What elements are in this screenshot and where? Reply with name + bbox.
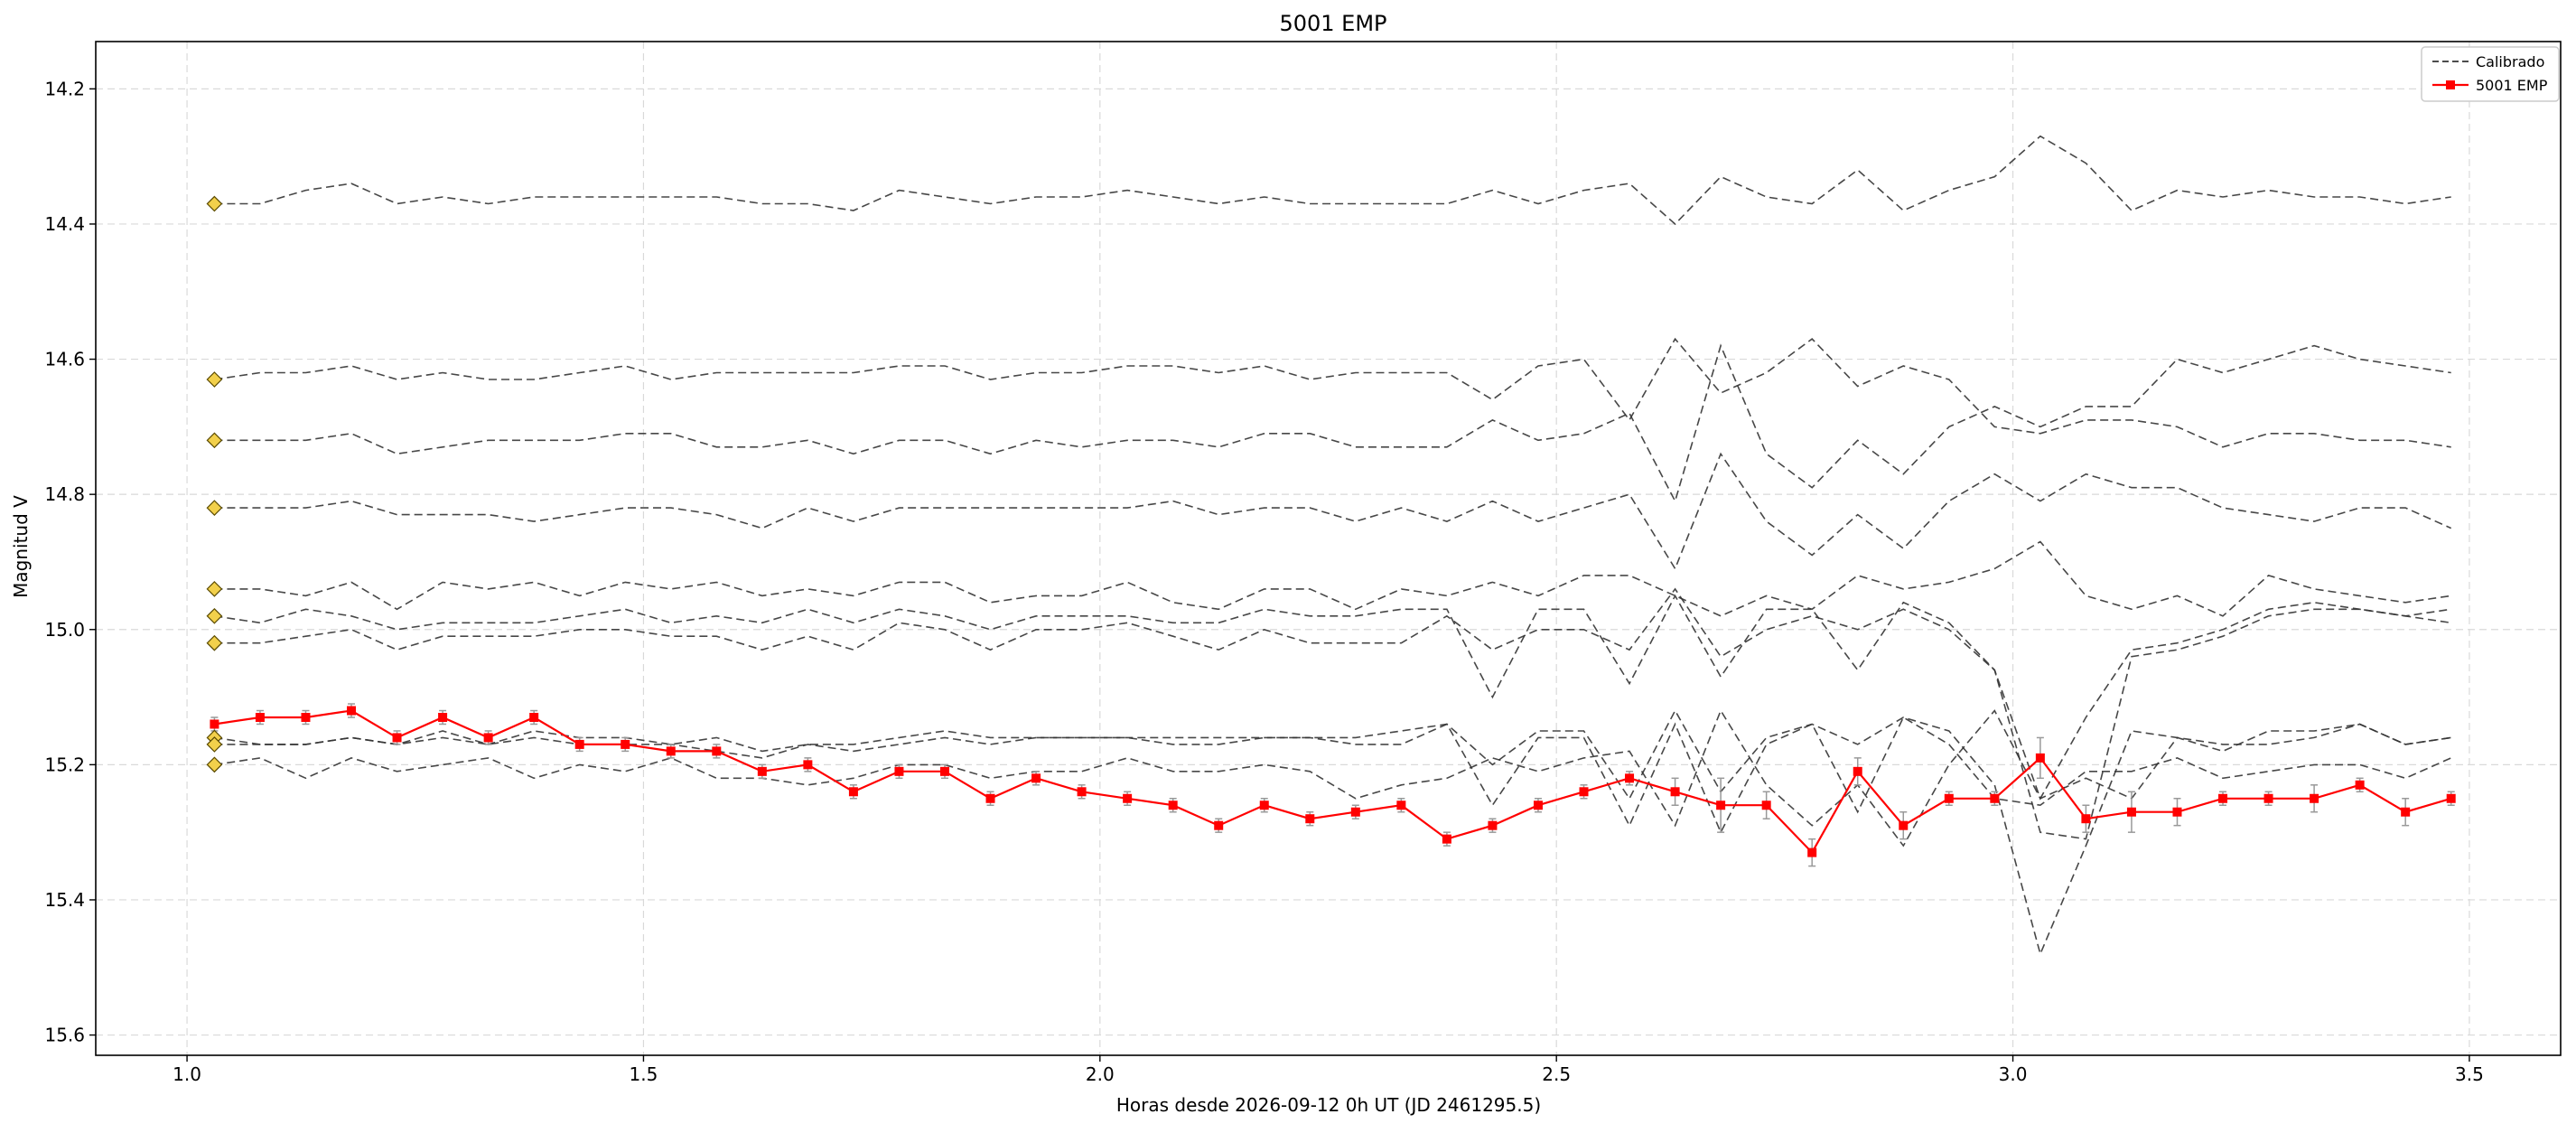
y-tick-label-6: 15.4 xyxy=(44,889,85,911)
calibrado-line-3 xyxy=(214,452,2452,571)
target-point-49 xyxy=(2446,793,2456,803)
target-point-42 xyxy=(2126,807,2136,817)
y-tick-label-0: 14.2 xyxy=(44,78,85,99)
grid-layer xyxy=(96,42,2561,1055)
target-point-43 xyxy=(2172,807,2182,817)
target-point-35 xyxy=(1807,847,1817,857)
target-point-2 xyxy=(301,713,311,722)
target-point-8 xyxy=(574,739,584,749)
target-point-27 xyxy=(1442,834,1451,844)
target-point-44 xyxy=(2218,793,2228,803)
target-line xyxy=(214,709,2452,855)
target-point-17 xyxy=(985,793,995,803)
x-tick-label-1: 1.5 xyxy=(630,1063,658,1085)
target-point-18 xyxy=(1031,773,1041,783)
plot-frame xyxy=(95,41,2562,1056)
target-point-33 xyxy=(1716,801,1726,810)
x-axis-label: Horas desde 2026-09-12 0h UT (JD 2461295… xyxy=(1116,1094,1541,1116)
calibrado-line-4 xyxy=(214,540,2451,617)
x-tick-label-4: 3.0 xyxy=(1999,1063,2028,1085)
target-point-40 xyxy=(2035,753,2045,763)
y-tick-label-4: 15.0 xyxy=(44,619,85,641)
target-point-13 xyxy=(803,760,813,770)
axes-layer: 1.0 1.5 2.0 2.5 3.0 3.5 14.2 14.4 14.6 14.8 15.0 15… xyxy=(44,41,2562,1085)
target-point-20 xyxy=(1123,793,1133,803)
x-tick-label-2: 2.0 xyxy=(1086,1063,1115,1085)
target-point-1 xyxy=(255,713,265,722)
x-tick-label-5: 3.5 xyxy=(2455,1063,2484,1085)
target-point-46 xyxy=(2310,793,2319,803)
target-point-6 xyxy=(483,733,493,743)
comparison-start-marker-6 xyxy=(206,634,223,651)
target-point-12 xyxy=(757,766,767,776)
y-axis-label: Magnitud V xyxy=(10,495,32,598)
comparison-start-marker-4 xyxy=(206,581,223,597)
target-point-30 xyxy=(1579,787,1589,797)
comparison-start-marker-9 xyxy=(206,756,223,773)
calibrado-line-1 xyxy=(214,337,2451,448)
target-point-21 xyxy=(1168,801,1178,810)
target-point-16 xyxy=(939,766,949,776)
series-layer xyxy=(206,135,2456,957)
target-point-4 xyxy=(392,733,402,743)
target-point-47 xyxy=(2355,780,2365,790)
target-point-24 xyxy=(1305,814,1315,824)
legend-target-label: 5001 EMP xyxy=(2476,77,2548,94)
y-tick-label-5: 15.2 xyxy=(44,754,85,775)
y-tick-label-3: 14.8 xyxy=(44,483,85,505)
target-point-11 xyxy=(712,746,722,756)
calibrado-line-0 xyxy=(214,135,2451,226)
calibrado-line-9 xyxy=(214,708,2451,847)
comparison-start-marker-8 xyxy=(206,736,223,753)
x-tick-label-3: 2.5 xyxy=(1542,1063,1571,1085)
target-point-38 xyxy=(1944,793,1954,803)
target-point-7 xyxy=(529,713,539,722)
target-point-39 xyxy=(1990,793,2000,803)
target-point-15 xyxy=(894,766,904,776)
target-point-9 xyxy=(621,739,630,749)
comparison-start-marker-0 xyxy=(206,195,223,212)
y-tick-label-1: 14.4 xyxy=(44,213,85,235)
target-point-31 xyxy=(1625,773,1635,783)
target-point-41 xyxy=(2081,814,2091,824)
target-point-48 xyxy=(2401,807,2411,817)
target-point-0 xyxy=(210,719,219,729)
x-tick-label-0: 1.0 xyxy=(173,1063,201,1085)
target-point-45 xyxy=(2263,793,2273,803)
calibrado-line-6 xyxy=(214,587,2451,840)
y-tick-label-7: 15.6 xyxy=(44,1025,85,1046)
target-point-3 xyxy=(347,706,357,716)
legend-target-marker xyxy=(2446,80,2455,89)
chart-title: 5001 EMP xyxy=(1279,11,1386,36)
y-tick-label-2: 14.6 xyxy=(44,349,85,370)
target-point-28 xyxy=(1488,820,1498,830)
calibrado-line-5 xyxy=(214,594,2451,801)
target-point-36 xyxy=(1853,766,1862,776)
comparison-start-marker-3 xyxy=(206,500,223,516)
calibrado-line-8 xyxy=(214,716,2452,835)
target-point-10 xyxy=(666,746,676,756)
legend: Calibrado 5001 EMP xyxy=(2421,46,2560,102)
legend-box xyxy=(2421,46,2560,102)
target-point-26 xyxy=(1396,801,1406,810)
target-point-5 xyxy=(438,713,448,722)
target-point-34 xyxy=(1761,801,1771,810)
calibrado-line-7 xyxy=(214,708,2451,957)
target-point-22 xyxy=(1214,820,1224,830)
target-point-19 xyxy=(1077,787,1087,797)
comparison-start-marker-2 xyxy=(206,432,223,449)
target-point-37 xyxy=(1899,820,1909,830)
calibrado-line-2 xyxy=(214,343,2451,503)
legend-calibrado-label: Calibrado xyxy=(2476,53,2544,70)
target-point-32 xyxy=(1670,787,1680,797)
comparison-start-marker-5 xyxy=(206,607,223,624)
target-point-29 xyxy=(1533,801,1543,810)
comparison-start-marker-1 xyxy=(206,371,223,388)
target-point-23 xyxy=(1259,801,1269,810)
target-point-25 xyxy=(1350,807,1360,817)
target-point-14 xyxy=(848,787,858,797)
